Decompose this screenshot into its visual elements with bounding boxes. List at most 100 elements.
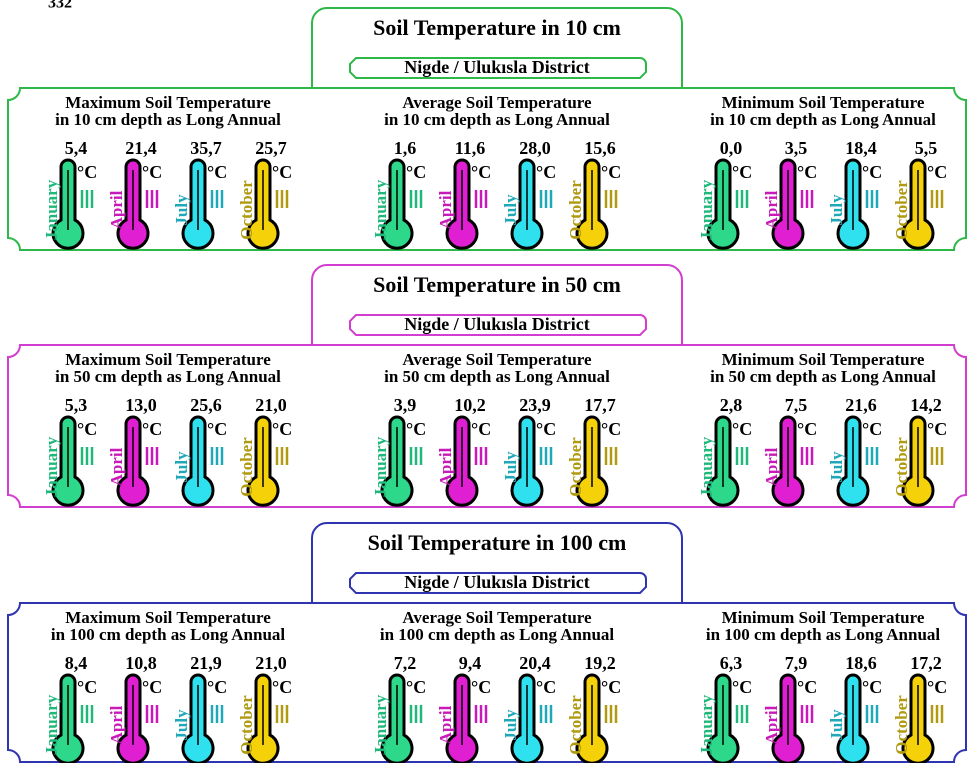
panel-subtitle: in 100 cm depth as Long Annual bbox=[380, 625, 615, 644]
month-label: October bbox=[892, 437, 911, 497]
temperature-value: 21,6 bbox=[845, 395, 877, 415]
temperature-value: 3,5 bbox=[785, 138, 808, 158]
thermometer: 35,7 °C July bbox=[172, 138, 227, 250]
month-label: October bbox=[566, 180, 585, 240]
thermometer: 3,5 °C April bbox=[762, 138, 817, 250]
temperature-value: 19,2 bbox=[584, 653, 616, 673]
temperature-value: 21,4 bbox=[125, 138, 157, 158]
thermometer: 1,6 °C January bbox=[371, 138, 426, 250]
thermometer: 5,3 °C January bbox=[42, 395, 97, 507]
title-box bbox=[311, 7, 683, 88]
subtitle-box bbox=[349, 572, 647, 594]
thermometer: 18,4 °C July bbox=[827, 138, 882, 250]
temperature-value: 7,5 bbox=[785, 395, 808, 415]
temperature-value: 17,7 bbox=[584, 395, 616, 415]
month-label: January bbox=[371, 179, 390, 240]
unit-label: °C bbox=[406, 419, 426, 439]
panel-subtitle: in 10 cm depth as Long Annual bbox=[384, 110, 610, 129]
month-label: July bbox=[827, 194, 846, 226]
temperature-value: 0,0 bbox=[720, 138, 743, 158]
unit-label: °C bbox=[77, 677, 97, 697]
month-label: October bbox=[566, 437, 585, 497]
thermometer: 18,6 °C July bbox=[827, 653, 882, 763]
temperature-value: 18,4 bbox=[845, 138, 877, 158]
temperature-value: 3,9 bbox=[394, 395, 417, 415]
thermometer: 11,6 °C April bbox=[436, 138, 491, 250]
unit-label: °C bbox=[797, 162, 817, 182]
temperature-value: 23,9 bbox=[519, 395, 551, 415]
thermometer: 0,0 °C January bbox=[697, 138, 752, 250]
temperature-value: 17,2 bbox=[910, 653, 942, 673]
panel-subtitle: in 10 cm depth as Long Annual bbox=[55, 110, 281, 129]
unit-label: °C bbox=[77, 162, 97, 182]
thermometer: 10,8 °C April bbox=[107, 653, 162, 763]
month-label: January bbox=[371, 694, 390, 755]
unit-label: °C bbox=[797, 419, 817, 439]
thermometer: 17,7 °C October bbox=[566, 395, 621, 507]
thermometer: 20,4 °C July bbox=[501, 653, 556, 763]
unit-label: °C bbox=[601, 162, 621, 182]
section-subtitle: Nigde / Ulukısla District bbox=[404, 57, 590, 77]
panel-title: Average Soil Temperature bbox=[402, 608, 592, 627]
unit-label: °C bbox=[732, 162, 752, 182]
temperature-value: 2,8 bbox=[720, 395, 743, 415]
temperature-value: 28,0 bbox=[519, 138, 551, 158]
unit-label: °C bbox=[536, 677, 556, 697]
section-subtitle: Nigde / Ulukısla District bbox=[404, 314, 590, 334]
month-label: January bbox=[697, 436, 716, 497]
month-label: July bbox=[827, 451, 846, 483]
temperature-value: 21,9 bbox=[190, 653, 222, 673]
unit-label: °C bbox=[207, 677, 227, 697]
month-label: April bbox=[762, 190, 781, 229]
temperature-value: 20,4 bbox=[519, 653, 551, 673]
unit-label: °C bbox=[142, 677, 162, 697]
thermometer: 19,2 °C October bbox=[566, 653, 621, 763]
section-box bbox=[7, 87, 967, 251]
unit-label: °C bbox=[862, 162, 882, 182]
subtitle-box bbox=[349, 314, 647, 336]
title-box bbox=[311, 522, 683, 603]
unit-label: °C bbox=[927, 419, 947, 439]
thermometer: 21,9 °C July bbox=[172, 653, 227, 763]
unit-label: °C bbox=[406, 162, 426, 182]
unit-label: °C bbox=[732, 677, 752, 697]
thermometer: 23,9 °C July bbox=[501, 395, 556, 507]
month-label: July bbox=[827, 709, 846, 741]
thermometer: 15,6 °C October bbox=[566, 138, 621, 250]
temperature-value: 35,7 bbox=[190, 138, 222, 158]
month-label: April bbox=[107, 447, 126, 486]
month-label: October bbox=[237, 180, 256, 240]
panel-title: Maximum Soil Temperature bbox=[65, 350, 271, 369]
unit-label: °C bbox=[927, 677, 947, 697]
thermometer: 5,4 °C January bbox=[42, 138, 97, 250]
month-label: October bbox=[892, 180, 911, 240]
unit-label: °C bbox=[927, 162, 947, 182]
panel-title: Maximum Soil Temperature bbox=[65, 93, 271, 112]
title-box bbox=[311, 264, 683, 345]
panel-subtitle: in 50 cm depth as Long Annual bbox=[55, 367, 281, 386]
thermometer: 21,4 °C April bbox=[107, 138, 162, 250]
subtitle-box bbox=[349, 57, 647, 79]
panel-title: Minimum Soil Temperature bbox=[722, 608, 925, 627]
thermometer: 14,2 °C October bbox=[892, 395, 947, 507]
temperature-value: 8,4 bbox=[65, 653, 88, 673]
temperature-value: 21,0 bbox=[255, 395, 287, 415]
unit-label: °C bbox=[471, 419, 491, 439]
temperature-value: 6,3 bbox=[720, 653, 743, 673]
month-label: July bbox=[501, 451, 520, 483]
temperature-value: 5,3 bbox=[65, 395, 88, 415]
unit-label: °C bbox=[471, 677, 491, 697]
unit-label: °C bbox=[862, 419, 882, 439]
thermometer: 25,7 °C October bbox=[237, 138, 292, 250]
thermometer: 10,2 °C April bbox=[436, 395, 491, 507]
month-label: January bbox=[697, 179, 716, 240]
temperature-value: 18,6 bbox=[845, 653, 877, 673]
section-title: Soil Temperature in 50 cm bbox=[373, 272, 621, 297]
temperature-value: 5,4 bbox=[65, 138, 88, 158]
unit-label: °C bbox=[797, 677, 817, 697]
unit-label: °C bbox=[207, 162, 227, 182]
month-label: April bbox=[107, 190, 126, 229]
month-label: October bbox=[237, 695, 256, 755]
panel-subtitle: in 100 cm depth as Long Annual bbox=[706, 625, 941, 644]
panel-title: Maximum Soil Temperature bbox=[65, 608, 271, 627]
